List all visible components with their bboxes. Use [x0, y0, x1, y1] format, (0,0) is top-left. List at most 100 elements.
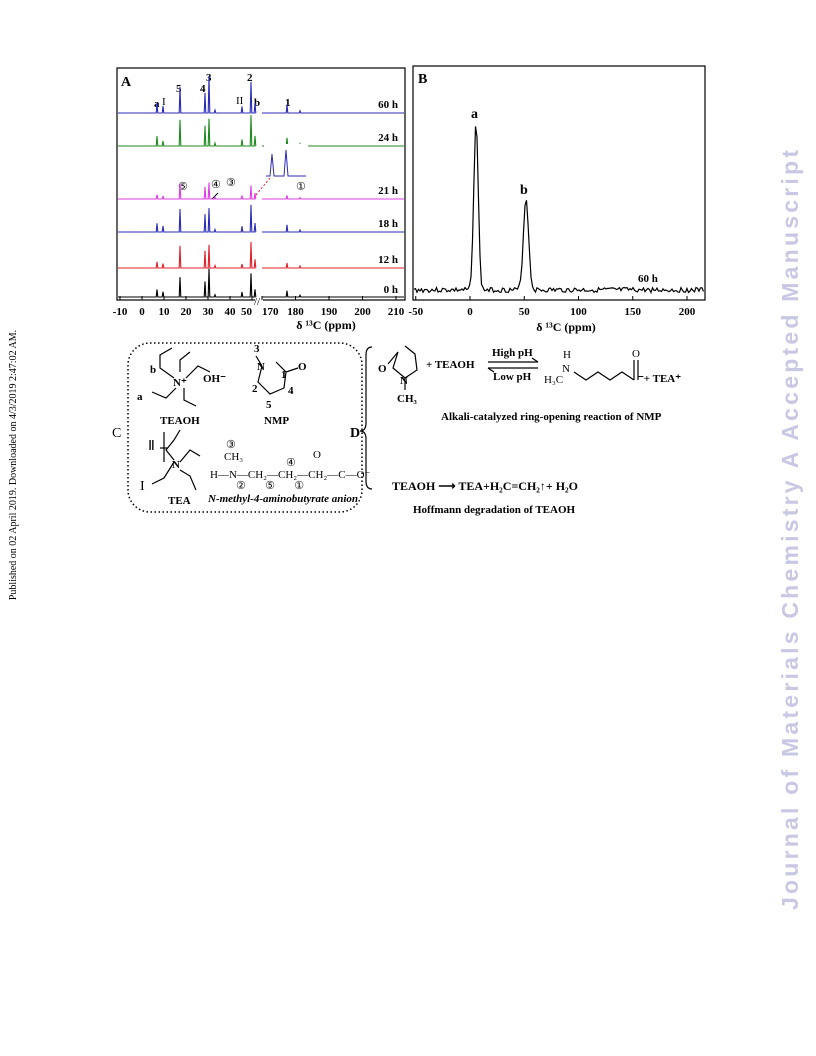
- x-tick-label: 30: [203, 306, 215, 318]
- nmp-label: 4: [288, 385, 294, 397]
- spectrum: [118, 241, 404, 269]
- nmp-label: 2: [252, 383, 258, 395]
- x-tick-label: 10: [159, 306, 171, 318]
- spectrum: [118, 268, 404, 298]
- anion-atom: O: [313, 449, 321, 461]
- nmp-atom: N: [257, 361, 265, 373]
- atom: N: [562, 363, 570, 375]
- trace-label: 21 h: [378, 185, 398, 197]
- anion-formula: H—N—CH₂—CH₂—CH₂—C—O⁻: [210, 469, 371, 481]
- axis-break: [255, 295, 263, 305]
- trace-label: 12 h: [378, 254, 398, 266]
- peak-label: a: [471, 107, 478, 122]
- inset-label: ⑤: [178, 181, 188, 193]
- x-tick-label: 200: [679, 306, 696, 318]
- peak-label: 4: [200, 83, 206, 95]
- tea-atom: N: [172, 459, 180, 471]
- x-tick-label: 0: [139, 306, 145, 318]
- product: ⁻+ TEA⁺: [638, 373, 681, 385]
- caption: Hoffmann degradation of TEAOH: [413, 504, 576, 516]
- trace-label: 60 h: [378, 99, 398, 111]
- peak-label: 2: [247, 72, 253, 84]
- trace-label: 24 h: [378, 132, 398, 144]
- spectrum: [118, 204, 404, 233]
- x-tick-label: 190: [321, 306, 338, 318]
- watermark: Journal of Materials Chemistry A Accepte…: [777, 150, 803, 910]
- x-tick-label: 210: [388, 306, 405, 318]
- anion-label: ④: [286, 457, 296, 469]
- trace-label: 0 h: [384, 284, 398, 296]
- trace-label: 18 h: [378, 218, 398, 230]
- x-tick-label: 200: [354, 306, 371, 318]
- panel-label: D: [350, 426, 360, 441]
- axis-break-mark: //: [254, 296, 261, 308]
- x-tick-label: -10: [113, 306, 128, 318]
- x-tick-label: 50: [241, 306, 253, 318]
- peak-label: II: [236, 95, 244, 107]
- peak-label: 1: [285, 97, 291, 109]
- x-tick-label: 40: [225, 306, 237, 318]
- x-tick-label: 0: [467, 306, 473, 318]
- inset-spectrum: [266, 149, 306, 177]
- x-tick-label: 100: [570, 306, 587, 318]
- tea-label: I: [140, 479, 145, 494]
- teaoh-ion: OH⁻: [203, 373, 226, 385]
- x-tick-label: 150: [625, 306, 642, 318]
- inset-label: ①: [296, 181, 306, 193]
- spectrum: [118, 75, 404, 114]
- x-tick-label: 50: [519, 306, 531, 318]
- compound-name: TEAOH: [160, 415, 200, 427]
- side-note: Published on 02 April 2019. Downloaded o…: [8, 330, 19, 600]
- condition: High pH: [492, 347, 533, 359]
- tea-label: Ⅱ: [148, 439, 155, 454]
- anion-label: ③: [226, 439, 236, 451]
- compound-name: TEA: [168, 495, 191, 507]
- condition: Low pH: [493, 371, 532, 383]
- x-tick-label: -50: [408, 306, 423, 318]
- x-tick-label: 180: [287, 306, 304, 318]
- teaoh-atom: N⁺: [173, 377, 187, 389]
- x-axis-label: δ ¹³C (ppm): [536, 320, 595, 334]
- inset-connector: [255, 177, 271, 196]
- spectrum: [413, 126, 705, 295]
- atom: O: [378, 363, 387, 375]
- x-axis-label: δ ¹³C (ppm): [296, 318, 355, 332]
- panel-b-frame: [412, 65, 706, 301]
- anion-atom: CH₃: [224, 451, 243, 463]
- trace-label: 60 h: [638, 273, 658, 285]
- atom: CH₃: [397, 393, 418, 405]
- caption: Alkali-catalyzed ring-opening reaction o…: [441, 411, 662, 423]
- peak-label: b: [520, 183, 528, 198]
- teaoh-label: a: [137, 391, 143, 403]
- compound-name: NMP: [264, 415, 289, 427]
- nmp-atom: O: [298, 361, 307, 373]
- panel-label: B: [418, 72, 427, 87]
- nmp-label: 5: [266, 399, 272, 411]
- equation: TEAOH ⟶ TEA+H₂C=CH₂↑+ H₂O: [392, 479, 578, 493]
- compound-name: N-methyl-4-aminobutyrate anion: [207, 493, 358, 505]
- panel-a-frame: [116, 67, 406, 301]
- peak-label: b: [254, 97, 260, 109]
- nmp-label: 3: [254, 343, 260, 355]
- teaoh-label: b: [150, 364, 156, 376]
- nmp-label: 1: [281, 369, 287, 381]
- panel-label: A: [121, 75, 132, 90]
- spectrum: [118, 115, 404, 147]
- inset-label: ③: [226, 177, 236, 189]
- reagent: + TEAOH: [426, 359, 475, 371]
- structures: [151, 345, 639, 491]
- peak-label: I: [162, 96, 166, 108]
- peak-label: 5: [176, 83, 182, 95]
- x-tick-label: 170: [262, 306, 279, 318]
- inset-label: ④: [211, 179, 221, 191]
- atom: O: [632, 348, 640, 360]
- spectrum: [118, 182, 404, 200]
- atom: N: [400, 375, 408, 387]
- panel-label: C: [112, 426, 121, 441]
- anion-label: ② ⑤ ①: [236, 480, 304, 492]
- atom: H: [563, 349, 571, 361]
- atom: H₃C: [544, 374, 563, 386]
- x-tick-label: 20: [181, 306, 193, 318]
